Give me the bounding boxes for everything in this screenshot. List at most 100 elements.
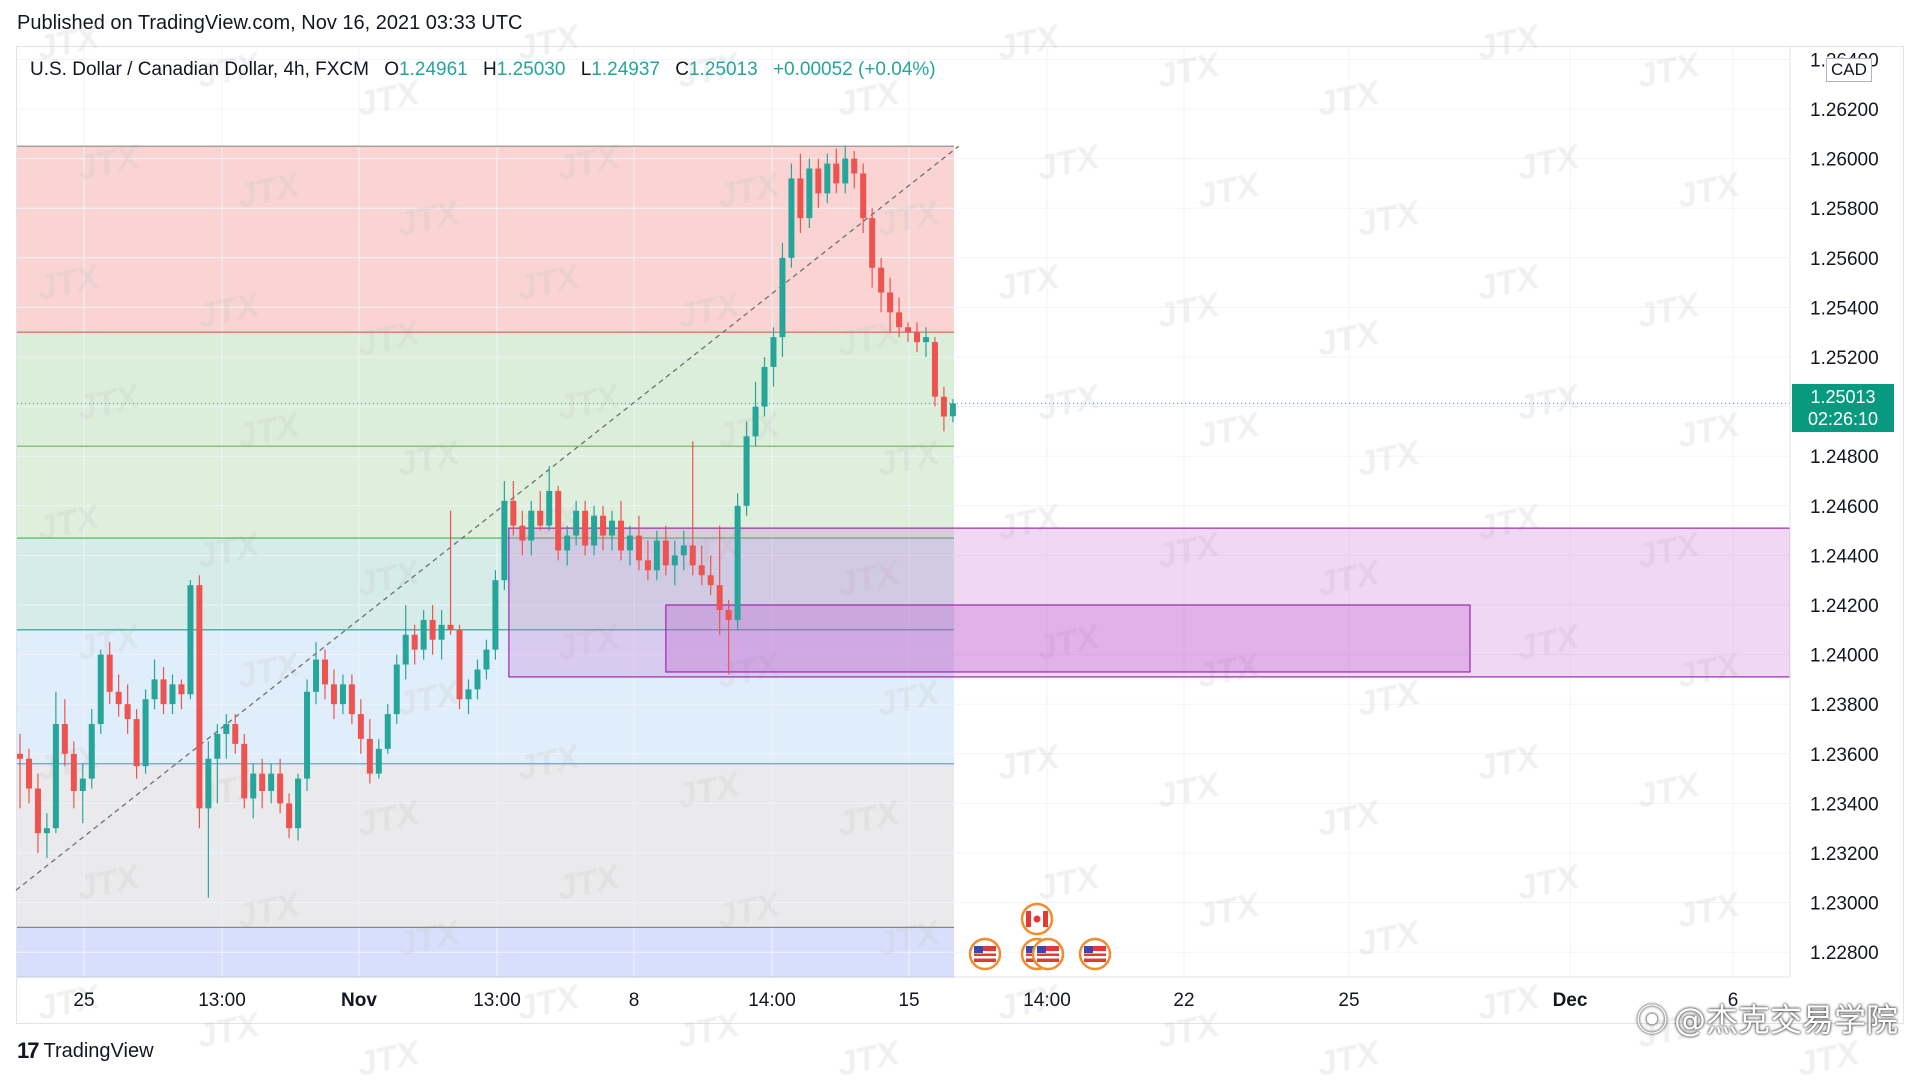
candle-body	[196, 585, 203, 809]
candle-body	[357, 714, 364, 739]
fib-band-1	[17, 332, 954, 447]
candle	[178, 679, 185, 710]
candle	[815, 158, 822, 209]
candle-body	[34, 788, 41, 834]
jtx-watermark-100: JTX	[674, 1005, 745, 1056]
candle	[635, 515, 642, 571]
candle-body	[348, 684, 355, 715]
candle	[707, 555, 714, 596]
price-tick-label: 1.26000	[1810, 150, 1879, 171]
jtx-watermark-20: JTX	[1354, 193, 1425, 244]
candle-body	[321, 659, 328, 685]
candle-body	[940, 396, 947, 417]
candle	[357, 699, 364, 754]
candle-body	[402, 634, 409, 665]
price-tick-label: 1.22800	[1810, 943, 1879, 964]
jtx-watermark-42: JTX	[1034, 377, 1105, 428]
jtx-watermark-81: JTX	[1474, 737, 1545, 788]
candle	[653, 530, 660, 581]
candle-body	[860, 173, 867, 219]
candle	[896, 297, 903, 338]
candle-body	[277, 773, 284, 804]
chart-frame[interactable]	[16, 46, 1904, 1024]
flag-canton	[974, 946, 983, 953]
price-axis[interactable]: 1.264001.262001.260001.258001.256001.254…	[1789, 47, 1903, 977]
brand-name: TradingView	[43, 1039, 154, 1062]
candle-body	[465, 689, 472, 700]
candle	[788, 163, 795, 268]
last-price-value: 1.25013	[1810, 387, 1876, 407]
candle	[851, 151, 858, 189]
candle	[97, 649, 104, 734]
candle-body	[878, 267, 885, 293]
candle	[411, 624, 418, 665]
candle-body	[295, 778, 302, 829]
currency-label[interactable]: CAD	[1826, 58, 1872, 82]
candle	[626, 525, 633, 566]
candle	[268, 763, 275, 804]
candles	[17, 146, 956, 898]
fib-band-5	[17, 763, 954, 928]
candle	[940, 386, 947, 432]
grid-lines	[17, 47, 1790, 977]
candle-body	[43, 828, 50, 834]
candle	[671, 540, 678, 586]
jtx-watermark-9: JTX	[1474, 17, 1545, 68]
time-tick-label: 14:00	[1023, 990, 1071, 1011]
candle	[833, 148, 840, 194]
candle	[770, 327, 777, 387]
time-axis[interactable]: 25 13:00 Nov 13:00 8 14:00 15 14:00 22 25 Dec 6	[17, 976, 1790, 1011]
candle	[824, 153, 831, 204]
flag-stripe-right	[1043, 911, 1048, 927]
zone-1	[665, 604, 1471, 673]
candle-body	[600, 515, 607, 536]
candle-body	[761, 366, 768, 407]
candle-body	[609, 520, 616, 536]
time-tick-label: 6	[1728, 990, 1739, 1011]
published-info: Published on TradingView.com, Nov 16, 20…	[17, 12, 523, 34]
candle	[214, 724, 221, 804]
weibo-handle: @杰克交易学院	[1673, 1001, 1898, 1039]
close-label: C	[675, 59, 689, 80]
candle-body	[815, 168, 822, 194]
weibo-watermark: ⦿ @杰克交易学院	[1636, 995, 1898, 1041]
candle-body	[528, 510, 535, 541]
candle-body	[698, 565, 705, 576]
candle	[644, 540, 651, 581]
candle-body	[411, 634, 418, 650]
candle	[384, 704, 391, 754]
candle-body	[797, 178, 804, 219]
price-tick-label: 1.24800	[1810, 447, 1879, 468]
jtx-watermark-31: JTX	[1154, 285, 1225, 336]
candle-body	[438, 624, 445, 640]
canada-flag-icon	[1020, 902, 1054, 936]
candle-body	[519, 525, 526, 541]
flag-stripe	[1084, 956, 1106, 959]
supply-demand-zones	[508, 527, 1791, 678]
candle-body	[151, 679, 158, 700]
symbol-label[interactable]: U.S. Dollar / Canadian Dollar, 4h, FXCM	[30, 59, 369, 80]
candle	[662, 525, 669, 576]
price-tick-label: 1.25400	[1810, 298, 1879, 319]
candle-body	[286, 803, 293, 829]
candle	[797, 153, 804, 233]
candle-body	[644, 560, 651, 571]
candle-body	[501, 500, 508, 581]
jtx-watermark-44: JTX	[1354, 433, 1425, 484]
tradingview-brand[interactable]: 17 TradingView	[17, 1038, 154, 1064]
candle-body	[896, 312, 903, 328]
price-tick-label: 1.23600	[1810, 745, 1879, 766]
change-value: +0.00052 (+0.04%)	[772, 59, 936, 80]
high-value: 1.25030	[496, 59, 566, 80]
jtx-watermark-99: JTX	[514, 977, 585, 1028]
candle-body	[653, 540, 660, 571]
candle-body	[420, 619, 427, 650]
high-label: H	[483, 59, 497, 80]
time-tick-label: Dec	[1553, 990, 1588, 1011]
candle	[61, 699, 68, 767]
candle-body	[25, 758, 32, 789]
candle	[115, 674, 122, 717]
low-label: L	[580, 59, 592, 80]
candle	[582, 500, 589, 556]
